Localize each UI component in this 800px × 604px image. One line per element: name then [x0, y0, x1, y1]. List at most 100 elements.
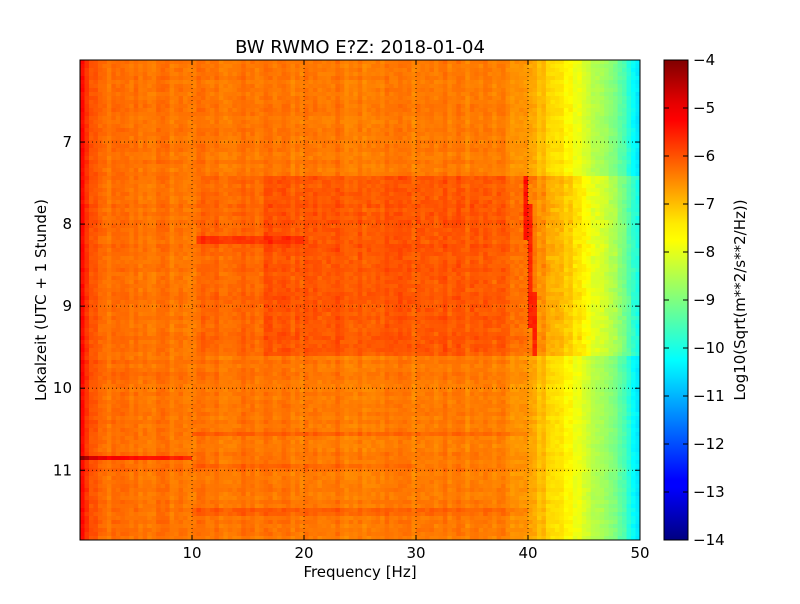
- heatmap-cell: [339, 60, 345, 65]
- heatmap-cell: [416, 120, 422, 125]
- heatmap-cell: [272, 76, 278, 81]
- heatmap-cell: [532, 68, 538, 73]
- heatmap-cell: [411, 76, 417, 81]
- heatmap-cell: [263, 132, 269, 137]
- heatmap-cell: [138, 188, 144, 193]
- heatmap-cell: [272, 168, 278, 173]
- heatmap-cell: [187, 204, 193, 209]
- heatmap-cell: [93, 80, 99, 85]
- heatmap-cell: [124, 108, 130, 113]
- heatmap-cell: [613, 160, 619, 165]
- heatmap-cell: [424, 188, 431, 193]
- heatmap-cell: [424, 64, 431, 69]
- heatmap-cell: [474, 72, 480, 77]
- heatmap-cell: [411, 172, 417, 177]
- heatmap-cell: [165, 124, 171, 129]
- heatmap-cell: [523, 188, 529, 193]
- heatmap-cell: [120, 132, 126, 137]
- heatmap-cell: [147, 196, 153, 201]
- heatmap-cell: [232, 160, 238, 165]
- heatmap-cell: [227, 72, 233, 77]
- heatmap-cell: [563, 176, 569, 181]
- heatmap-cell: [200, 212, 207, 217]
- heatmap-cell: [398, 132, 404, 137]
- heatmap-cell: [281, 64, 287, 69]
- heatmap-cell: [111, 168, 117, 173]
- heatmap-cell: [138, 60, 144, 65]
- heatmap-cell: [420, 176, 426, 181]
- heatmap-cell: [151, 152, 157, 157]
- heatmap-cell: [416, 64, 422, 69]
- heatmap-cell: [259, 200, 265, 205]
- heatmap-cell: [263, 128, 269, 133]
- heatmap-cell: [250, 176, 256, 181]
- heatmap-cell: [308, 68, 314, 73]
- heatmap-cell: [474, 216, 480, 221]
- heatmap-cell: [165, 148, 171, 153]
- heatmap-cell: [232, 156, 238, 161]
- heatmap-cell: [174, 156, 180, 161]
- heatmap-cell: [429, 196, 435, 201]
- heatmap-cell: [398, 208, 404, 213]
- heatmap-cell: [577, 200, 583, 205]
- heatmap-cell: [456, 64, 462, 69]
- heatmap-cell: [120, 192, 126, 197]
- heatmap-cell: [599, 108, 605, 113]
- heatmap-cell: [209, 124, 215, 129]
- heatmap-cell: [563, 92, 569, 97]
- heatmap-cell: [200, 84, 207, 89]
- heatmap-cell: [304, 116, 310, 121]
- heatmap-cell: [554, 180, 560, 185]
- heatmap-cell: [447, 108, 453, 113]
- heatmap-cell: [460, 84, 466, 89]
- heatmap-cell: [545, 120, 551, 125]
- heatmap-cell: [88, 112, 95, 117]
- heatmap-cell: [563, 88, 569, 93]
- heatmap-cell: [129, 124, 135, 129]
- heatmap-cell: [501, 184, 507, 189]
- heatmap-cell: [519, 84, 525, 89]
- heatmap-cell: [339, 144, 345, 149]
- heatmap-cell: [200, 216, 207, 221]
- heatmap-cell: [312, 128, 319, 133]
- heatmap-cell: [532, 140, 538, 145]
- heatmap-cell: [335, 208, 341, 213]
- heatmap-cell: [536, 196, 543, 201]
- heatmap-cell: [492, 216, 498, 221]
- heatmap-cell: [496, 120, 502, 125]
- heatmap-cell: [626, 84, 632, 89]
- heatmap-cell: [451, 88, 457, 93]
- heatmap-cell: [344, 200, 350, 205]
- heatmap-cell: [290, 104, 296, 109]
- heatmap-cell: [169, 176, 175, 181]
- heatmap-cell: [366, 112, 372, 117]
- heatmap-cell: [429, 88, 435, 93]
- heatmap-cell: [375, 84, 381, 89]
- heatmap-cell: [147, 208, 153, 213]
- heatmap-cell: [80, 152, 86, 157]
- heatmap-cell: [151, 140, 157, 145]
- heatmap-cell: [348, 160, 354, 165]
- heatmap-cell: [192, 164, 198, 169]
- heatmap-cell: [80, 164, 86, 169]
- heatmap-cell: [554, 216, 560, 221]
- heatmap-cell: [447, 120, 453, 125]
- heatmap-cell: [129, 116, 135, 121]
- heatmap-cell: [375, 204, 381, 209]
- heatmap-cell: [97, 128, 103, 133]
- heatmap-cell: [326, 180, 332, 185]
- heatmap-cell: [290, 64, 296, 69]
- heatmap-cell: [165, 144, 171, 149]
- heatmap-cell: [496, 60, 502, 65]
- heatmap-cell: [595, 84, 601, 89]
- heatmap-cell: [286, 128, 292, 133]
- heatmap-cell: [384, 68, 390, 73]
- heatmap-cell: [268, 156, 274, 161]
- heatmap-cell: [626, 160, 632, 165]
- heatmap-cell: [550, 160, 556, 165]
- heatmap-cell: [487, 116, 493, 121]
- heatmap-cell: [447, 208, 453, 213]
- heatmap-cell: [178, 96, 184, 101]
- heatmap-cell: [160, 104, 166, 109]
- heatmap-cell: [174, 160, 180, 165]
